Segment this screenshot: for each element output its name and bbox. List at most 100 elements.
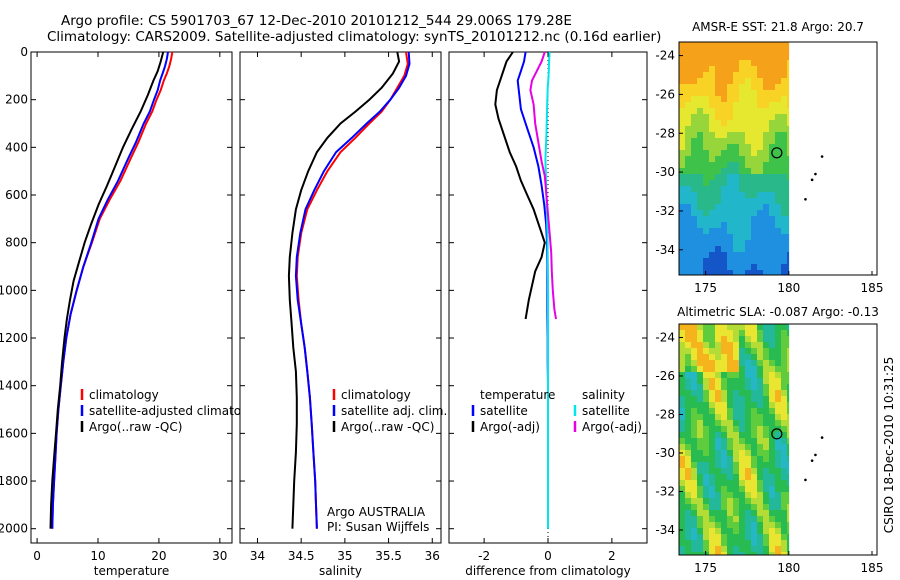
map-cell (685, 222, 692, 229)
map-cell (775, 240, 782, 247)
map-cell (727, 180, 734, 187)
map-cell (709, 234, 716, 241)
map-cell (787, 348, 790, 355)
map-cell (703, 120, 710, 127)
map-cell (685, 252, 692, 259)
map-cell (715, 354, 722, 361)
map-cell (781, 150, 788, 157)
map-cell (709, 156, 716, 163)
map-cell (781, 144, 788, 151)
map-cell (715, 114, 722, 121)
map-cell (775, 216, 782, 223)
map-cell (691, 120, 698, 127)
legend-entry: Argo(-adj) (582, 420, 642, 434)
map-cell (745, 450, 752, 457)
map-cell (679, 72, 686, 79)
map-cell (787, 396, 790, 403)
map-cell (727, 156, 734, 163)
map-cell (787, 414, 790, 421)
map-cell (685, 390, 692, 397)
map-cell (697, 150, 704, 157)
map-cell (739, 90, 746, 97)
map-cell (769, 510, 776, 517)
map-cell (781, 540, 788, 547)
map-cell (703, 324, 710, 331)
map-cell (691, 66, 698, 73)
map-cell (727, 522, 734, 529)
map-cell (697, 360, 704, 367)
x-axis-label: temperature (94, 564, 169, 578)
map-cell (781, 414, 788, 421)
island-dot (804, 478, 807, 482)
map-cell (769, 366, 776, 373)
map-cell (745, 462, 752, 469)
map-cell (757, 264, 764, 271)
panel-annotation: PI: Susan Wijffels (327, 520, 429, 534)
map-cell (733, 540, 740, 547)
map-cell (697, 72, 704, 79)
map-cell (751, 546, 758, 553)
map-cell (685, 468, 692, 475)
map-cell (727, 468, 734, 475)
map-cell (763, 450, 770, 457)
map-cell (715, 96, 722, 103)
map-cell (769, 426, 776, 433)
map-cell (703, 552, 710, 556)
y-tick-label: -34 (655, 523, 675, 537)
map-cell (775, 180, 782, 187)
map-cell (727, 246, 734, 253)
map-cell (733, 216, 740, 223)
map-cell (745, 132, 752, 139)
map-cell (703, 366, 710, 373)
map-cell (751, 456, 758, 463)
map-cell (787, 246, 790, 253)
map-cell (709, 48, 716, 55)
map-cell (721, 516, 728, 523)
map-cell (709, 258, 716, 265)
map-cell (715, 342, 722, 349)
map-cell (781, 348, 788, 355)
map-cell (697, 492, 704, 499)
map-cell (739, 144, 746, 151)
map-cell (679, 246, 686, 253)
map-cell (781, 528, 788, 535)
map-cell (685, 114, 692, 121)
map-cell (727, 372, 734, 379)
map-cell (787, 378, 790, 385)
map-cell (763, 210, 770, 217)
map-cell (715, 438, 722, 445)
map-cell (703, 336, 710, 343)
map-cell (691, 240, 698, 247)
map-cell (787, 420, 790, 427)
map-cell (733, 270, 740, 276)
map-cell (781, 252, 788, 259)
map-cell (733, 360, 740, 367)
map-cell (781, 132, 788, 139)
map-cell (721, 462, 728, 469)
map-cell (745, 444, 752, 451)
map-cell (727, 234, 734, 241)
map-cell (757, 108, 764, 115)
map-cell (757, 144, 764, 151)
map-cell (787, 462, 790, 469)
map-cell (739, 84, 746, 91)
map-cell (709, 534, 716, 541)
map-cell (745, 420, 752, 427)
map-cell (757, 66, 764, 73)
map-cell (787, 60, 790, 67)
map-cell (775, 210, 782, 217)
map-cell (691, 252, 698, 259)
map-cell (769, 372, 776, 379)
map-cell (685, 516, 692, 523)
map-cell (781, 360, 788, 367)
map-cell (745, 198, 752, 205)
map-cell (697, 438, 704, 445)
map-cell (715, 348, 722, 355)
map-cell (697, 66, 704, 73)
map-cell (691, 144, 698, 151)
map-cell (715, 384, 722, 391)
map-cell (703, 354, 710, 361)
map-cell (697, 114, 704, 121)
map-cell (691, 384, 698, 391)
map-cell (685, 66, 692, 73)
